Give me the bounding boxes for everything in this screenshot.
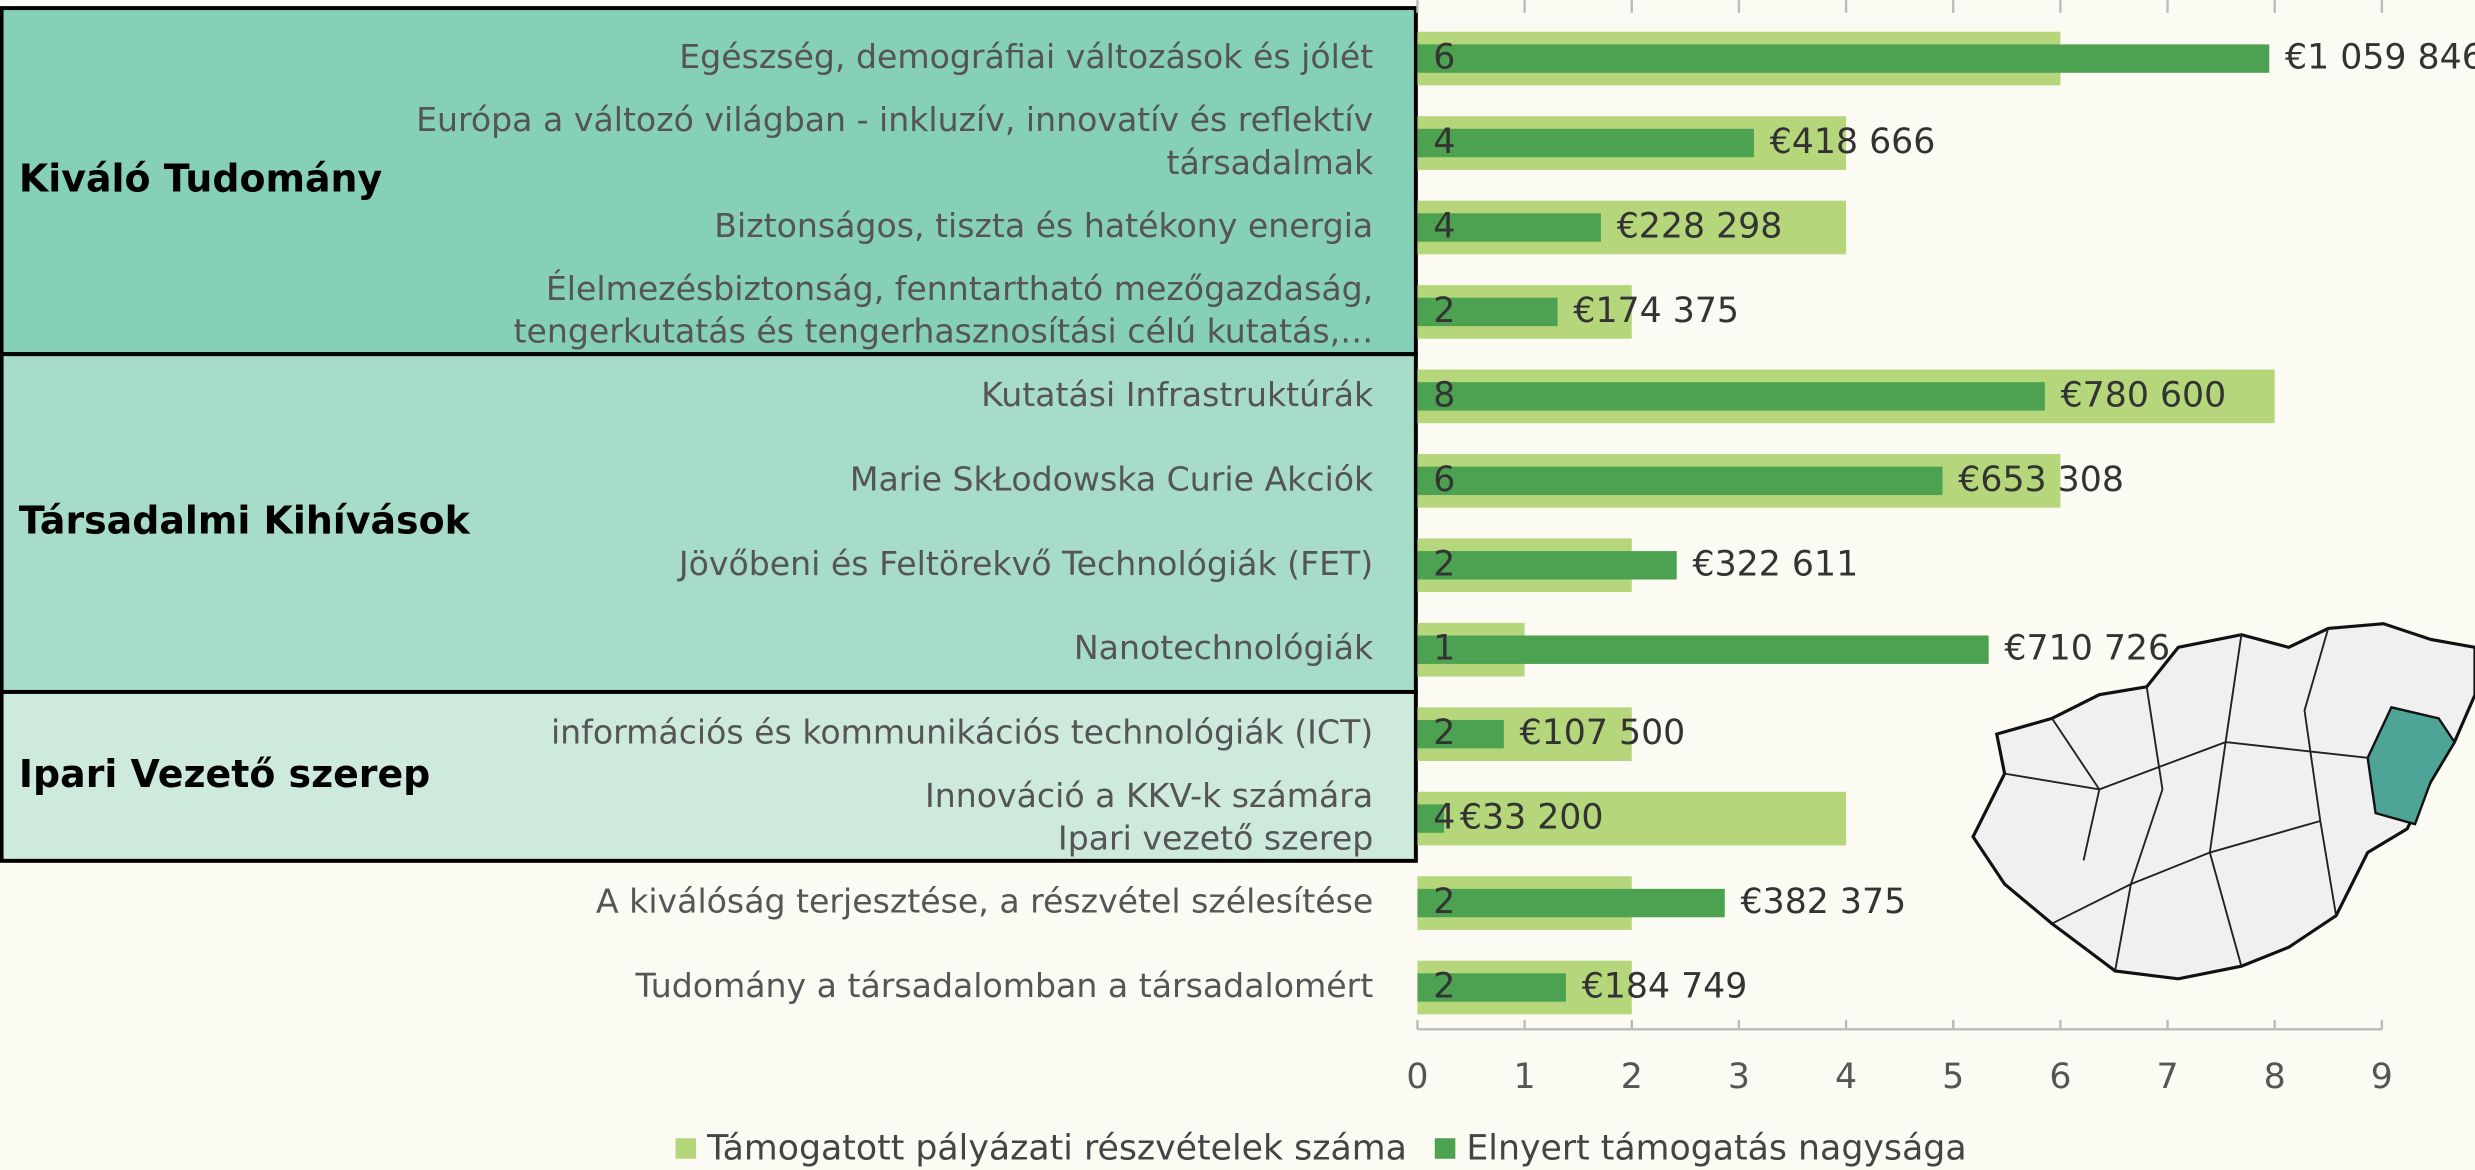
group-box [0,352,1418,694]
bar [1417,551,1677,580]
value-label: €653 308 [1958,460,2124,500]
bar [1417,791,1847,846]
bar [1417,888,1725,918]
value-label: €228 298 [1617,206,1783,246]
value-label: €322 611 [1693,544,1859,584]
value-label: €1 059 846 [2285,38,2475,78]
legend-label: Elnyert támogatás nagysága [1466,1128,1966,1168]
value-label: 4 [1433,122,1455,162]
value-label: €418 666 [1770,122,1936,162]
bar [1417,635,1989,664]
bar [1417,382,2045,411]
value-label: 6 [1433,38,1455,78]
value-label: €382 375 [1741,882,1907,922]
x-tick-label: 7 [2157,1057,2179,1097]
map [1971,622,2475,981]
value-label: €184 749 [1582,967,1748,1007]
x-tick-label: 5 [1942,1057,1964,1097]
bar [1417,719,1504,749]
bar [1417,297,1558,327]
x-tick-label: 1 [1514,1057,1536,1097]
x-tick-label: 6 [2049,1057,2071,1097]
bar [1417,213,1601,242]
category-label: információs és kommunikációs technológiá… [551,713,1373,752]
value-label: 1 [1433,629,1455,669]
bar [1417,804,1445,833]
group-label: Társadalmi Kihívások [19,499,471,543]
legend-label: Támogatott pályázati részvételek száma [706,1128,1407,1168]
category-label: Tudomány a társadalomban a társadalomért [635,966,1374,1005]
x-tick-label: 8 [2264,1057,2286,1097]
bar [1417,128,1754,158]
category-label: Innováció a KKV-k számára [925,776,1373,815]
x-tick-label: 9 [2371,1057,2393,1097]
value-label: 6 [1433,460,1455,500]
value-label: 2 [1433,713,1455,753]
value-label: €107 500 [1520,713,1686,753]
value-label: 4 [1433,798,1455,838]
value-label: 8 [1433,375,1455,415]
value-label: €174 375 [1573,291,1739,331]
category-label: tengerkutatás és tengerhasznosítási célú… [513,312,1373,351]
category-label: Élelmezésbiztonság, fenntartható mezőgaz… [546,268,1373,308]
value-label: 2 [1433,291,1455,331]
group-label: Ipari Vezető szerep [19,752,430,796]
category-label: társadalmak [1166,143,1374,182]
legend-swatch [1434,1138,1456,1159]
bar [1417,466,1943,496]
value-label: 2 [1433,544,1455,584]
group-box [0,689,1418,863]
category-label: Egészség, demográfiai változások és jólé… [679,37,1373,76]
value-label: 2 [1433,967,1455,1007]
bar [1417,44,2270,73]
x-tick-label: 4 [1835,1057,1857,1097]
value-label: 2 [1433,882,1455,922]
x-tick-label: 0 [1406,1057,1428,1097]
group-box [0,6,1418,357]
x-tick-label: 2 [1621,1057,1643,1097]
value-label: €710 726 [2004,629,2170,669]
category-label: Kutatási Infrastruktúrák [981,375,1374,414]
category-label: Ipari vezető szerep [1058,818,1373,857]
category-label: Európa a változó világban - inkluzív, in… [416,100,1373,139]
x-tick-label: 3 [1728,1057,1750,1097]
value-label: €780 600 [2061,375,2227,415]
bar [1417,973,1566,1002]
category-label: Biztonságos, tiszta és hatékony energia [714,206,1373,245]
group-label: Kiváló Tudomány [19,157,382,201]
category-label: Nanotechnológiák [1074,628,1374,667]
legend-swatch [675,1138,697,1159]
value-label: 4 [1433,206,1455,246]
value-label: €33 200 [1460,798,1604,838]
category-label: Marie SkŁodowska Curie Akciók [850,459,1374,498]
category-label: Jövőbeni és Feltörekvő Technológiák (FET… [677,544,1373,583]
category-label: A kiválóság terjesztése, a részvétel szé… [596,882,1373,921]
